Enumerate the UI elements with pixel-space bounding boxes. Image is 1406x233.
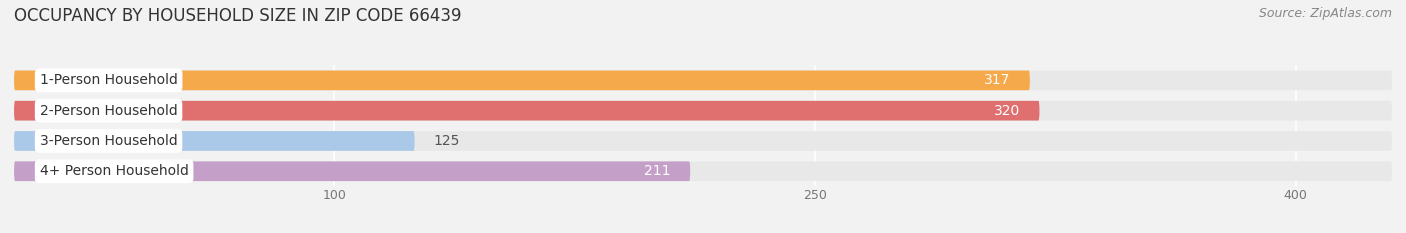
Text: 125: 125 — [434, 134, 460, 148]
Text: OCCUPANCY BY HOUSEHOLD SIZE IN ZIP CODE 66439: OCCUPANCY BY HOUSEHOLD SIZE IN ZIP CODE … — [14, 7, 461, 25]
FancyBboxPatch shape — [14, 161, 690, 181]
Text: 1-Person Household: 1-Person Household — [39, 73, 177, 87]
FancyBboxPatch shape — [14, 71, 1392, 90]
Text: Source: ZipAtlas.com: Source: ZipAtlas.com — [1258, 7, 1392, 20]
Text: 320: 320 — [994, 104, 1021, 118]
Text: 317: 317 — [984, 73, 1011, 87]
Text: 3-Person Household: 3-Person Household — [39, 134, 177, 148]
FancyBboxPatch shape — [14, 131, 415, 151]
FancyBboxPatch shape — [14, 101, 1392, 120]
FancyBboxPatch shape — [14, 131, 1392, 151]
Text: 211: 211 — [644, 164, 671, 178]
Text: 4+ Person Household: 4+ Person Household — [39, 164, 188, 178]
Text: 2-Person Household: 2-Person Household — [39, 104, 177, 118]
FancyBboxPatch shape — [14, 161, 1392, 181]
FancyBboxPatch shape — [14, 101, 1039, 120]
FancyBboxPatch shape — [14, 71, 1029, 90]
